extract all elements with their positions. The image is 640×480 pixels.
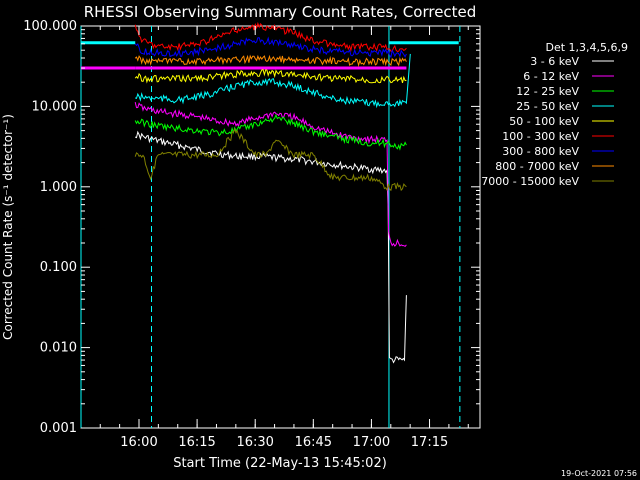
x-tick-label: 16:00	[120, 435, 157, 450]
x-axis: 16:00 16:15 16:30 16:45 17:00 17:15	[99, 26, 469, 450]
series-line	[134, 68, 407, 84]
legend-entry-label: 12 - 25 keV	[516, 85, 579, 98]
series-line	[134, 54, 407, 68]
legend-title: Det 1,3,4,5,6,9	[545, 41, 628, 54]
x-tick-label: 16:30	[236, 435, 273, 450]
y-axis: 0.001 0.010 0.100 1.000 10.000 100.000	[23, 19, 480, 436]
series-line	[134, 130, 407, 364]
legend-entry-label: 800 - 7000 keV	[495, 160, 579, 173]
series-group	[134, 21, 411, 364]
chart-title: RHESSI Observing Summary Count Rates, Co…	[84, 3, 477, 21]
x-axis-label: Start Time (22-May-13 15:45:02)	[173, 456, 387, 471]
legend-entry-label: 6 - 12 keV	[523, 70, 579, 83]
x-tick-label: 16:45	[295, 435, 332, 450]
y-tick-label: 1.000	[40, 180, 77, 195]
y-tick-label: 0.010	[40, 341, 77, 356]
series-line	[134, 113, 407, 151]
legend: Det 1,3,4,5,6,9 3 - 6 keV 6 - 12 keV 12 - …	[481, 41, 628, 188]
x-tick-label: 16:15	[178, 435, 215, 450]
series-line	[134, 101, 407, 248]
x-tick-label: 17:15	[411, 435, 448, 450]
legend-entry-label: 50 - 100 keV	[509, 115, 579, 128]
y-tick-label: 0.001	[40, 421, 77, 436]
series-line	[135, 53, 411, 109]
y-tick-label: 100.000	[23, 19, 77, 34]
y-tick-label: 10.000	[32, 99, 78, 114]
legend-entry-label: 7000 - 15000 keV	[481, 175, 579, 188]
series-line	[134, 21, 407, 53]
y-axis-label: Corrected Count Rate (s⁻¹ detector⁻¹)	[1, 114, 15, 340]
legend-entry-label: 100 - 300 keV	[502, 130, 579, 143]
y-tick-label: 0.100	[40, 260, 77, 275]
plot-frame	[80, 25, 481, 429]
reference-lines	[80, 26, 461, 428]
series-line	[134, 127, 407, 192]
x-tick-label: 17:00	[353, 435, 390, 450]
legend-entry-label: 25 - 50 keV	[516, 100, 579, 113]
legend-entry-label: 300 - 800 keV	[502, 145, 579, 158]
series-line	[134, 36, 407, 59]
footer-timestamp: 19-Oct-2021 07:56	[561, 469, 637, 478]
legend-entry-label: 3 - 6 keV	[530, 55, 579, 68]
